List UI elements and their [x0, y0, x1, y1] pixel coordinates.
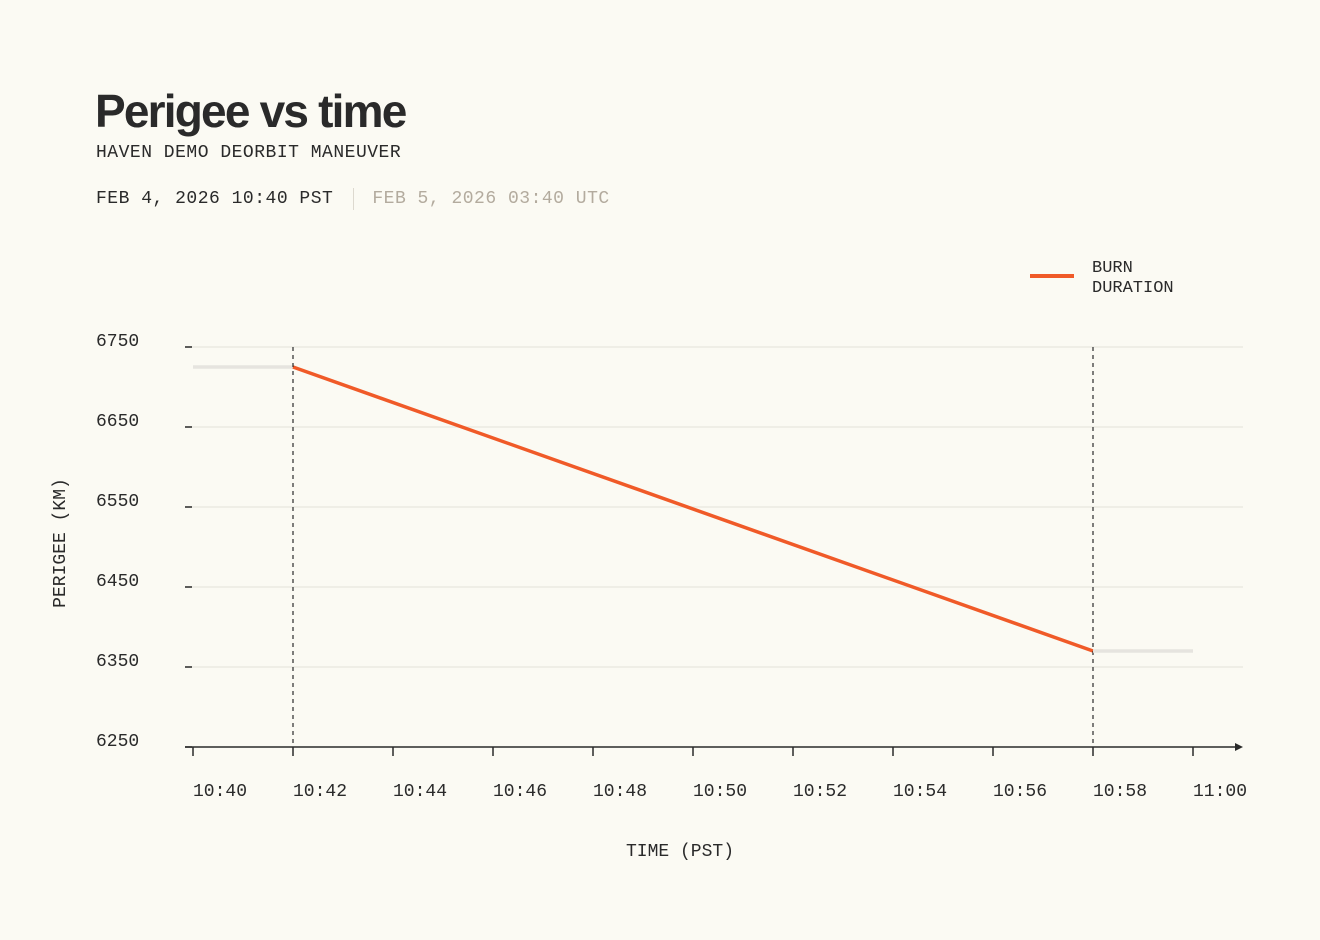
- x-tick-label: 10:54: [893, 782, 947, 802]
- x-tick-label: 10:48: [593, 782, 647, 802]
- chart-subtitle: HAVEN DEMO DEORBIT MANEUVER: [96, 143, 402, 163]
- chart-title: Perigee vs time: [95, 85, 407, 137]
- legend-label: BURN DURATION: [1092, 259, 1174, 298]
- date-utc: FEB 5, 2026 03:40 UTC: [372, 189, 610, 209]
- y-axis-label: PERIGEE (KM): [51, 478, 71, 608]
- y-tick-label: 6350: [96, 652, 139, 672]
- y-tick-label: 6450: [96, 572, 139, 592]
- x-tick-label: 10:52: [793, 782, 847, 802]
- x-tick-label: 10:42: [293, 782, 347, 802]
- x-axis-label: TIME (PST): [626, 842, 734, 862]
- legend: BURN DURATION: [1030, 259, 1202, 299]
- x-tick-label: 10:58: [1093, 782, 1147, 802]
- legend-swatch: [1030, 274, 1074, 278]
- x-tick-label: 10:44: [393, 782, 447, 802]
- x-tick-label: 11:00: [1193, 782, 1247, 802]
- dates: FEB 4, 2026 10:40 PST FEB 5, 2026 03:40 …: [96, 188, 610, 210]
- y-tick-label: 6250: [96, 732, 139, 752]
- series-line: [292, 365, 1094, 653]
- y-tick-label: 6550: [96, 492, 139, 512]
- x-tick-label: 10:56: [993, 782, 1047, 802]
- y-tick-label: 6750: [96, 332, 139, 352]
- date-local: FEB 4, 2026 10:40 PST: [96, 189, 334, 209]
- y-tick-label: 6650: [96, 412, 139, 432]
- x-tick-label: 10:40: [193, 782, 247, 802]
- separator: [353, 188, 355, 210]
- x-axis-arrow: [1235, 743, 1243, 751]
- x-tick-label: 10:46: [493, 782, 547, 802]
- x-tick-label: 10:50: [693, 782, 747, 802]
